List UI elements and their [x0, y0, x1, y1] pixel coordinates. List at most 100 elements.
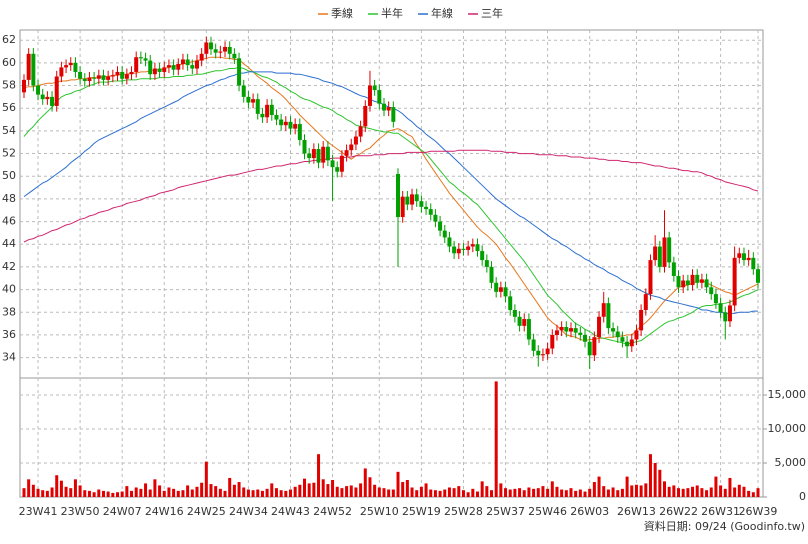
- volume-bar: [536, 488, 540, 497]
- volume-bar: [443, 489, 447, 497]
- y-tick-label: 36: [2, 328, 16, 341]
- volume-bar: [723, 488, 727, 497]
- volume-bar: [733, 487, 737, 497]
- candle-body: [424, 206, 429, 210]
- y-tick-label: 44: [2, 237, 16, 250]
- candle-body: [470, 244, 475, 247]
- x-tick-label: 26W13: [617, 505, 656, 518]
- volume-bar: [499, 483, 503, 497]
- candle-body: [405, 196, 410, 205]
- volume-bar: [419, 486, 423, 497]
- candle-body: [756, 269, 760, 283]
- volume-bar: [31, 484, 35, 497]
- candle-body: [611, 328, 616, 332]
- volume-bar: [756, 488, 760, 497]
- volume-bar: [228, 477, 232, 497]
- volume-bar: [218, 488, 222, 497]
- y-tick-label: 42: [2, 260, 16, 273]
- candle-body: [82, 78, 87, 82]
- candle-body: [237, 58, 242, 86]
- candle-body: [545, 348, 550, 355]
- volume-bar: [186, 485, 190, 497]
- plot-frame: [19, 29, 764, 498]
- volume-bar: [195, 486, 199, 497]
- candle-body: [269, 104, 274, 116]
- candle-body: [73, 62, 78, 72]
- candle-body: [620, 337, 625, 342]
- candle-body: [293, 124, 298, 129]
- candle-body: [302, 139, 307, 154]
- volume-bar: [728, 477, 732, 497]
- volume-bar: [592, 482, 596, 497]
- candle-body: [564, 326, 569, 332]
- y-tick-label: 46: [2, 215, 16, 228]
- volume-bar: [490, 490, 494, 497]
- candle-body: [592, 337, 597, 356]
- candle-body: [106, 76, 111, 80]
- candle-body: [344, 150, 349, 156]
- candle-body: [311, 149, 316, 159]
- volume-bar: [737, 484, 741, 497]
- legend-label: 半年: [381, 6, 403, 20]
- x-tick-label: 24W25: [187, 505, 226, 518]
- candle-body: [456, 248, 461, 254]
- candle-body: [667, 237, 672, 263]
- volume-bar: [700, 488, 704, 497]
- candle-body: [68, 62, 73, 66]
- y-tick-label: 58: [2, 79, 16, 92]
- volume-bar: [50, 487, 54, 497]
- candle-body: [550, 334, 555, 349]
- volume-bar: [321, 479, 325, 497]
- candle-body: [110, 75, 115, 77]
- volume-bar: [317, 454, 321, 497]
- candle-body: [288, 121, 293, 129]
- candle-body: [615, 331, 620, 338]
- candle-body: [498, 287, 503, 292]
- candle-body: [316, 149, 321, 163]
- volume-bar: [452, 488, 456, 497]
- candle-body: [204, 42, 209, 54]
- volume-bar: [237, 482, 241, 497]
- y-tick-label: 52: [2, 147, 16, 160]
- candle-body: [381, 103, 386, 111]
- candle-body: [166, 65, 171, 68]
- candle-body: [265, 104, 270, 118]
- candle-body: [531, 339, 536, 351]
- volume-bar: [312, 482, 316, 497]
- x-tick-label: 26W03: [570, 505, 609, 518]
- candle-body: [442, 230, 447, 238]
- volume-bar: [106, 491, 110, 497]
- volume-bar: [550, 481, 554, 497]
- legend-label: 年線: [431, 6, 453, 20]
- volume-bar: [148, 489, 152, 497]
- volume-bar: [681, 488, 685, 497]
- candle-body: [737, 253, 742, 258]
- volume-bar: [667, 486, 671, 497]
- volume-bar: [209, 484, 213, 497]
- volume-bar: [719, 485, 723, 497]
- candle-body: [92, 77, 97, 79]
- candle-body: [134, 57, 139, 72]
- candle-body: [452, 246, 457, 254]
- volume-bar: [382, 488, 386, 497]
- volume-bar: [504, 488, 508, 497]
- volume-bar: [130, 490, 134, 497]
- volume-bar: [158, 485, 162, 497]
- candle-body: [124, 74, 129, 79]
- candle-body: [223, 47, 228, 52]
- candle-body: [461, 248, 466, 250]
- candle-body: [274, 115, 279, 120]
- volume-bar: [251, 490, 255, 497]
- volume-bar: [658, 469, 662, 497]
- candle-body: [625, 341, 630, 347]
- candle-body: [526, 319, 531, 340]
- volume-bar: [410, 487, 414, 497]
- candle-body: [573, 328, 578, 333]
- volume-bar: [101, 490, 105, 497]
- volume-bar: [303, 478, 307, 497]
- volume-bar: [574, 490, 578, 497]
- candle-body: [713, 294, 718, 304]
- volume-bar: [457, 486, 461, 497]
- volume-bar: [45, 490, 49, 497]
- volume-bar: [284, 490, 288, 497]
